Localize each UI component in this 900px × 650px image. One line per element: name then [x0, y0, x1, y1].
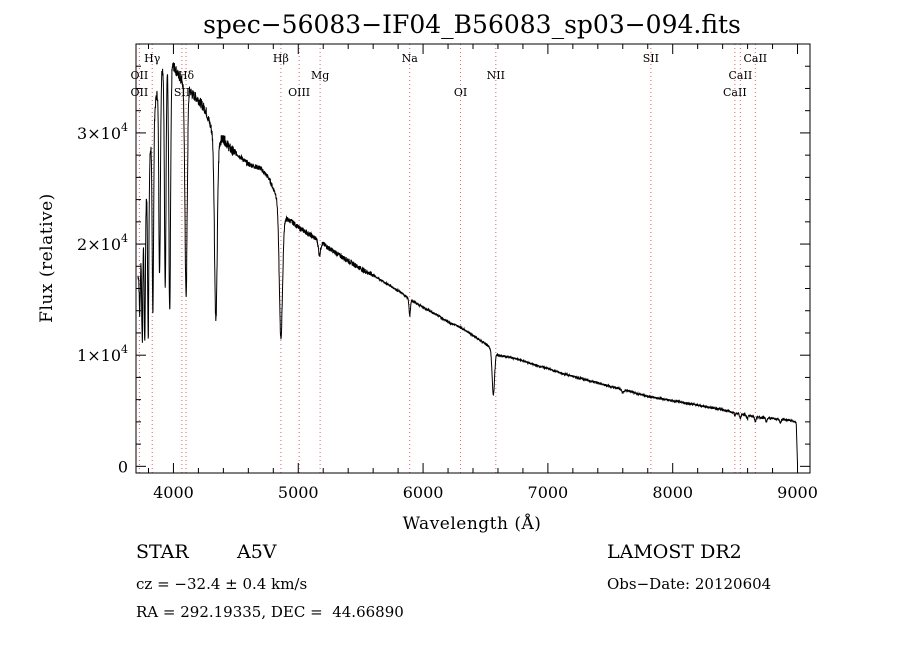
line-marker-label: NII	[487, 69, 505, 82]
plot-frame	[135, 43, 811, 474]
line-marker-label: OII	[131, 86, 149, 99]
line-marker-label: Na	[402, 52, 419, 65]
x-tick-label: 6000	[403, 483, 444, 502]
line-marker-label: OIII	[288, 86, 310, 99]
redshift-cz: cz = −32.4 ± 0.4 km/s	[136, 575, 308, 593]
coordinates: RA = 292.19335, DEC = 44.66890	[136, 603, 404, 621]
x-tick-label: 8000	[652, 483, 693, 502]
chart-title: spec−56083−IF04_B56083_sp03−094.fits	[203, 10, 741, 39]
y-axis: 0 1×104 2×104 3×104	[77, 65, 810, 476]
x-tick-label: 7000	[528, 483, 569, 502]
y-tick-label: 2×104	[77, 232, 128, 254]
line-marker-label: Hγ	[144, 52, 161, 65]
object-class: STAR	[136, 541, 189, 563]
y-tick-label: 1×104	[77, 343, 128, 365]
line-marker-label: CaII	[723, 86, 747, 99]
spectrum-line	[137, 62, 798, 465]
y-tick-label: 3×104	[77, 121, 128, 143]
spectrum-series	[137, 62, 798, 465]
line-marker-label: CaII	[729, 69, 753, 82]
y-axis-label: Flux (relative)	[37, 193, 57, 323]
line-marker-label: Hβ	[273, 52, 289, 65]
line-marker-label: Mg	[311, 69, 329, 82]
x-tick-label: 9000	[777, 483, 818, 502]
object-subclass: A5V	[237, 541, 277, 563]
survey-name: LAMOST DR2	[607, 541, 742, 563]
line-marker-label: OII	[131, 69, 149, 82]
line-marker-label: OI	[454, 86, 467, 99]
x-tick-label: 5000	[278, 483, 319, 502]
x-axis-label: Wavelength (Å)	[403, 513, 542, 534]
observation-date: Obs−Date: 20120604	[607, 575, 772, 593]
x-tick-label: 4000	[153, 483, 194, 502]
x-axis: 4000 5000 6000 7000 8000 9000	[147, 44, 818, 502]
line-marker-label: SII	[174, 86, 190, 99]
y-tick-label: 0	[118, 457, 128, 476]
line-marker-label: SII	[643, 52, 659, 65]
line-marker-label: CaII	[743, 52, 767, 65]
